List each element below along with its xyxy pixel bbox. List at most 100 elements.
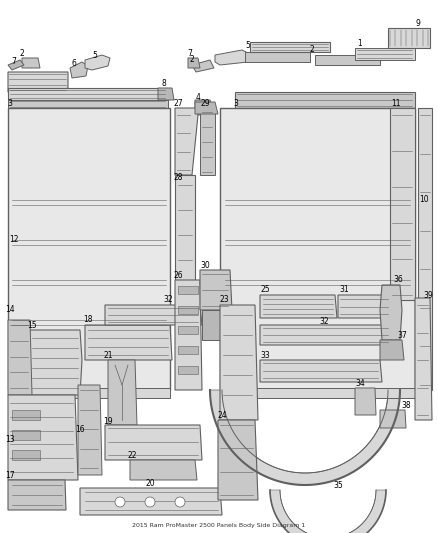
Text: 26: 26	[173, 271, 183, 279]
Polygon shape	[8, 100, 168, 108]
Polygon shape	[192, 60, 214, 72]
Polygon shape	[78, 385, 102, 475]
Polygon shape	[175, 108, 198, 175]
Polygon shape	[235, 92, 415, 108]
Polygon shape	[195, 102, 218, 114]
Polygon shape	[338, 295, 392, 318]
Text: 7: 7	[11, 58, 17, 67]
Polygon shape	[12, 430, 40, 440]
Text: 1: 1	[357, 39, 362, 49]
Text: 32: 32	[319, 318, 329, 327]
Polygon shape	[195, 100, 215, 115]
Text: 4: 4	[195, 93, 201, 101]
Text: 27: 27	[173, 100, 183, 109]
Polygon shape	[105, 425, 202, 460]
Text: 24: 24	[217, 411, 227, 421]
Text: 2: 2	[20, 50, 25, 59]
Text: 30: 30	[200, 262, 210, 271]
Polygon shape	[8, 88, 168, 100]
Text: 28: 28	[173, 174, 183, 182]
Text: 14: 14	[5, 305, 15, 314]
Text: 35: 35	[333, 481, 343, 490]
Text: 13: 13	[5, 435, 15, 445]
Polygon shape	[210, 390, 400, 485]
Text: 2: 2	[310, 45, 314, 54]
Polygon shape	[220, 108, 415, 390]
Polygon shape	[130, 460, 197, 480]
Polygon shape	[178, 306, 198, 314]
Text: 19: 19	[103, 416, 113, 425]
Polygon shape	[28, 330, 82, 395]
Polygon shape	[188, 58, 200, 68]
Text: 25: 25	[260, 286, 270, 295]
Polygon shape	[8, 72, 68, 92]
Polygon shape	[70, 62, 88, 78]
Text: 34: 34	[355, 379, 365, 389]
Text: 11: 11	[391, 100, 401, 109]
Text: 39: 39	[423, 290, 433, 300]
Circle shape	[115, 497, 125, 507]
Text: 36: 36	[393, 276, 403, 285]
Polygon shape	[158, 88, 174, 100]
Polygon shape	[418, 108, 432, 390]
Polygon shape	[260, 295, 337, 318]
Polygon shape	[380, 410, 406, 428]
Polygon shape	[380, 340, 404, 360]
Text: 5: 5	[92, 52, 97, 61]
Polygon shape	[8, 395, 78, 480]
Polygon shape	[390, 108, 415, 300]
Polygon shape	[85, 55, 110, 70]
Polygon shape	[315, 55, 380, 65]
Polygon shape	[218, 420, 258, 500]
Polygon shape	[250, 42, 330, 52]
Polygon shape	[245, 52, 310, 62]
Text: 22: 22	[127, 451, 137, 461]
Polygon shape	[202, 310, 228, 340]
Polygon shape	[355, 48, 415, 60]
Text: 38: 38	[401, 401, 411, 410]
Polygon shape	[215, 50, 250, 65]
Polygon shape	[8, 480, 66, 510]
Polygon shape	[178, 366, 198, 374]
Polygon shape	[200, 108, 215, 175]
Polygon shape	[12, 410, 40, 420]
Text: 5: 5	[246, 42, 251, 51]
Polygon shape	[200, 270, 232, 310]
Polygon shape	[270, 490, 386, 533]
Text: 18: 18	[83, 316, 93, 325]
Polygon shape	[80, 488, 222, 515]
Polygon shape	[178, 286, 198, 294]
Text: 3: 3	[7, 100, 12, 109]
Polygon shape	[220, 388, 415, 398]
Text: 17: 17	[5, 472, 15, 481]
Polygon shape	[388, 28, 430, 48]
Circle shape	[145, 497, 155, 507]
Polygon shape	[85, 325, 172, 360]
Polygon shape	[415, 298, 432, 420]
Circle shape	[175, 497, 185, 507]
Polygon shape	[8, 60, 24, 70]
Polygon shape	[8, 108, 170, 390]
Text: 20: 20	[145, 480, 155, 489]
Polygon shape	[178, 326, 198, 334]
Text: 37: 37	[397, 332, 407, 341]
Text: 29: 29	[200, 100, 210, 109]
Text: 7: 7	[187, 50, 192, 59]
Text: 31: 31	[339, 286, 349, 295]
Text: 3: 3	[233, 100, 238, 109]
Polygon shape	[220, 305, 258, 420]
Polygon shape	[8, 388, 170, 398]
Text: 21: 21	[103, 351, 113, 359]
Text: 2: 2	[190, 55, 194, 64]
Polygon shape	[260, 325, 392, 345]
Text: 23: 23	[219, 295, 229, 304]
Polygon shape	[260, 360, 382, 382]
Polygon shape	[380, 285, 402, 340]
Text: 32: 32	[163, 295, 173, 304]
Polygon shape	[8, 320, 32, 395]
Polygon shape	[175, 175, 195, 280]
Polygon shape	[22, 58, 40, 68]
Text: 6: 6	[71, 60, 77, 69]
Text: 9: 9	[416, 20, 420, 28]
Polygon shape	[105, 305, 202, 325]
